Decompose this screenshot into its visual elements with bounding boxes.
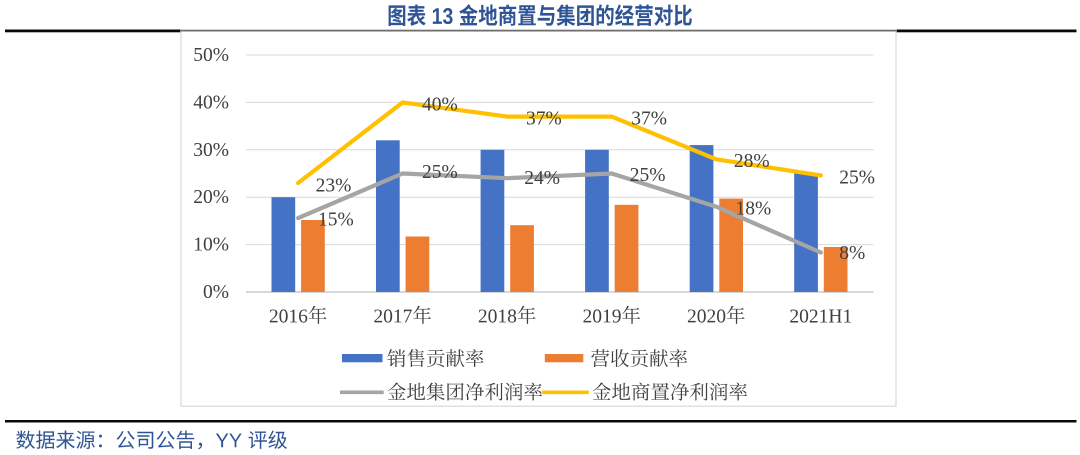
svg-text:40%: 40%: [422, 95, 458, 116]
svg-text:37%: 37%: [631, 108, 667, 129]
svg-text:25%: 25%: [839, 168, 875, 189]
svg-text:2021H1: 2021H1: [789, 306, 852, 327]
svg-text:10%: 10%: [193, 235, 229, 256]
svg-text:25%: 25%: [422, 162, 458, 183]
svg-text:8%: 8%: [839, 243, 865, 264]
svg-text:50%: 50%: [193, 45, 229, 66]
svg-text:24%: 24%: [524, 168, 560, 189]
svg-text:20%: 20%: [193, 187, 229, 208]
svg-text:15%: 15%: [318, 210, 354, 231]
svg-text:0%: 0%: [203, 282, 229, 303]
svg-text:18%: 18%: [736, 199, 772, 220]
svg-text:23%: 23%: [316, 176, 352, 197]
svg-text:40%: 40%: [193, 92, 229, 113]
svg-text:30%: 30%: [193, 140, 229, 161]
svg-text:25%: 25%: [630, 165, 666, 186]
svg-text:37%: 37%: [526, 108, 562, 129]
svg-text:28%: 28%: [734, 151, 770, 172]
